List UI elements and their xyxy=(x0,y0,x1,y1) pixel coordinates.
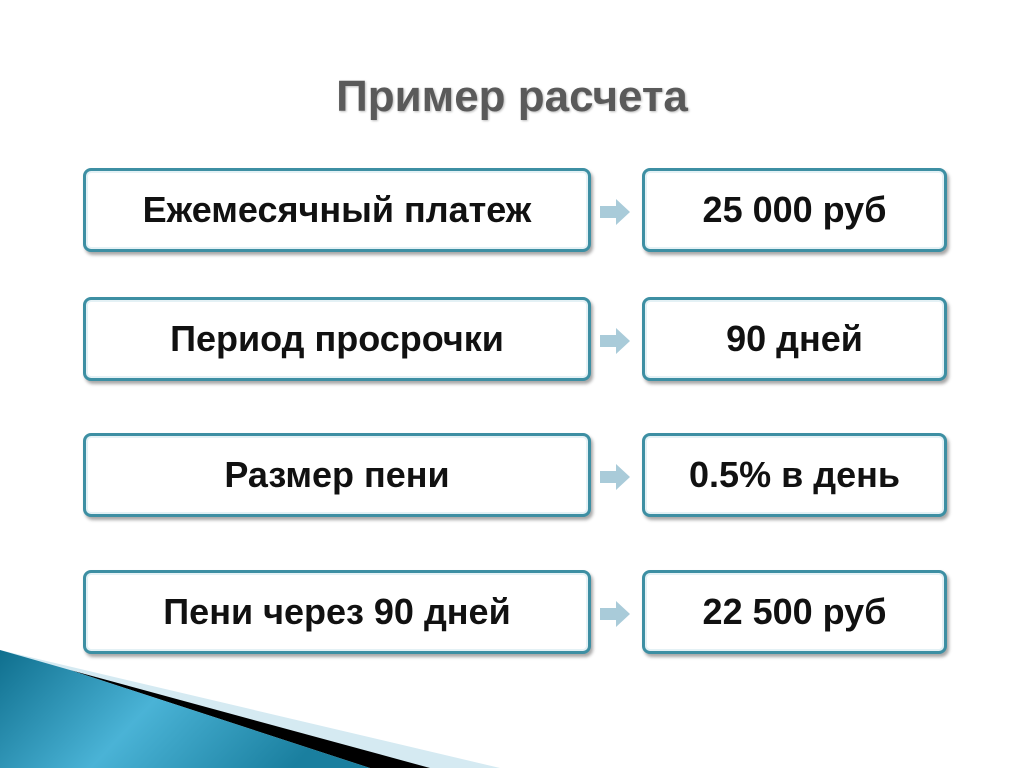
label-box-monthly-payment: Ежемесячный платеж xyxy=(83,168,591,252)
arrow-right-icon xyxy=(600,464,630,490)
arrow-right-icon xyxy=(600,328,630,354)
value-box-penalty-total: 22 500 руб xyxy=(642,570,947,654)
label-box-penalty-total: Пени через 90 дней xyxy=(83,570,591,654)
value-box-penalty-rate: 0.5% в день xyxy=(642,433,947,517)
value-box-overdue-period: 90 дней xyxy=(642,297,947,381)
slide-title: Пример расчета xyxy=(336,72,688,121)
label-box-penalty-rate: Размер пени xyxy=(83,433,591,517)
value-box-monthly-payment: 25 000 руб xyxy=(642,168,947,252)
arrow-right-icon xyxy=(600,601,630,627)
arrow-right-icon xyxy=(600,199,630,225)
label-box-overdue-period: Период просрочки xyxy=(83,297,591,381)
